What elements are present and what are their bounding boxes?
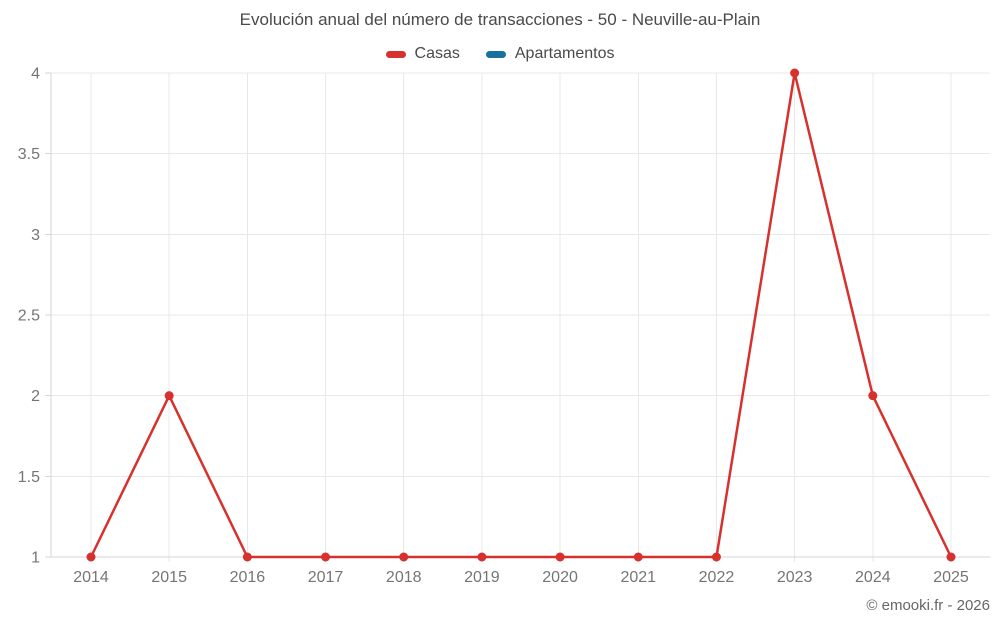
chart-legend: Casas Apartamentos (0, 45, 1000, 63)
svg-text:2.5: 2.5 (18, 308, 40, 325)
casas-series-swatch-icon (385, 50, 406, 58)
data-point-casas-2016[interactable] (242, 552, 252, 562)
data-point-casas-2019[interactable] (477, 552, 487, 562)
series-casas (86, 68, 956, 562)
svg-text:3.5: 3.5 (18, 146, 40, 163)
data-point-casas-2023[interactable] (790, 68, 800, 78)
x-axis-labels: 2014 2015 2016 2017 2018 2019 2020 2021 2022 2023… (73, 569, 969, 586)
legend-label-casas: Casas (414, 45, 460, 62)
legend-item-casas[interactable]: Casas (385, 45, 460, 63)
svg-text:2017: 2017 (308, 569, 344, 586)
svg-text:2018: 2018 (386, 569, 422, 586)
svg-text:3: 3 (31, 227, 40, 244)
chart-title: Evolución anual del número de transaccio… (239, 10, 761, 29)
data-point-casas-2018[interactable] (399, 552, 409, 562)
watermark-credit: © emooki.fr - 2026 (866, 597, 990, 614)
svg-text:2019: 2019 (464, 569, 500, 586)
data-point-casas-2021[interactable] (633, 552, 643, 562)
horizontal-gridlines (51, 72, 990, 477)
svg-text:4: 4 (31, 66, 40, 83)
svg-text:1: 1 (31, 550, 40, 567)
apartamentos-series-swatch-icon (485, 50, 506, 58)
legend-item-apartamentos[interactable]: Apartamentos (485, 45, 615, 63)
svg-text:2015: 2015 (151, 569, 187, 586)
data-point-casas-2024[interactable] (868, 391, 878, 401)
svg-text:2025: 2025 (933, 569, 969, 586)
svg-text:2: 2 (31, 388, 40, 405)
data-point-casas-2020[interactable] (555, 552, 565, 562)
legend-label-apartamentos: Apartamentos (514, 45, 615, 62)
data-point-casas-2017[interactable] (321, 552, 331, 562)
y-axis-labels: 1 1.5 2 2.5 3 3.5 4 (18, 66, 40, 567)
svg-text:2022: 2022 (699, 569, 735, 586)
svg-text:2023: 2023 (777, 569, 813, 586)
data-point-casas-2022[interactable] (711, 552, 721, 562)
svg-text:2020: 2020 (542, 569, 578, 586)
data-point-casas-2025[interactable] (946, 552, 956, 562)
vertical-gridlines (90, 73, 952, 562)
svg-text:2024: 2024 (855, 569, 891, 586)
svg-text:2016: 2016 (230, 569, 266, 586)
data-point-casas-2015[interactable] (164, 391, 174, 401)
svg-text:2021: 2021 (620, 569, 656, 586)
svg-text:2014: 2014 (73, 569, 109, 586)
svg-text:1.5: 1.5 (18, 469, 40, 486)
data-point-casas-2014[interactable] (86, 552, 96, 562)
